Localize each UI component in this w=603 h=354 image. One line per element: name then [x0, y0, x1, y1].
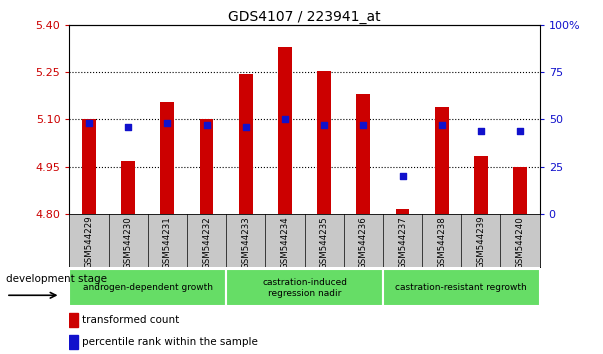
Bar: [226, 269, 383, 306]
Bar: [278, 47, 292, 214]
Bar: [200, 120, 213, 214]
Text: GSM544236: GSM544236: [359, 216, 368, 269]
Text: castration-resistant regrowth: castration-resistant regrowth: [396, 283, 527, 292]
Text: GSM544234: GSM544234: [280, 216, 289, 269]
Point: [476, 128, 486, 134]
Bar: [69, 313, 78, 327]
Text: GSM544229: GSM544229: [84, 216, 93, 268]
Text: GSM544237: GSM544237: [398, 216, 407, 269]
Bar: [121, 160, 135, 214]
Point: [123, 124, 133, 130]
Text: GSM544231: GSM544231: [163, 216, 172, 269]
Point: [201, 122, 212, 128]
Bar: [69, 335, 78, 349]
Point: [84, 120, 94, 126]
Text: GSM544239: GSM544239: [476, 216, 485, 268]
Title: GDS4107 / 223941_at: GDS4107 / 223941_at: [228, 10, 381, 24]
Bar: [160, 102, 174, 214]
Bar: [383, 269, 540, 306]
Text: GSM544233: GSM544233: [241, 216, 250, 269]
Point: [162, 120, 172, 126]
Text: GSM544235: GSM544235: [320, 216, 329, 269]
Text: castration-induced
regression nadir: castration-induced regression nadir: [262, 278, 347, 298]
Bar: [239, 74, 253, 214]
Point: [320, 122, 329, 128]
Text: GSM544232: GSM544232: [202, 216, 211, 269]
Text: GSM544240: GSM544240: [516, 216, 525, 269]
Text: GSM544238: GSM544238: [437, 216, 446, 269]
Text: GSM544230: GSM544230: [124, 216, 133, 269]
Bar: [82, 120, 96, 214]
Point: [437, 122, 446, 128]
Point: [280, 116, 290, 122]
Bar: [69, 269, 226, 306]
Bar: [396, 210, 409, 214]
Text: androgen-dependent growth: androgen-dependent growth: [83, 283, 213, 292]
Point: [398, 173, 408, 179]
Bar: [356, 94, 370, 214]
Text: transformed count: transformed count: [82, 315, 179, 325]
Point: [241, 124, 251, 130]
Point: [358, 122, 368, 128]
Bar: [317, 70, 331, 214]
Text: development stage: development stage: [6, 274, 107, 284]
Bar: [513, 167, 527, 214]
Bar: [435, 107, 449, 214]
Point: [515, 128, 525, 134]
Bar: [474, 156, 488, 214]
Text: percentile rank within the sample: percentile rank within the sample: [82, 337, 258, 347]
